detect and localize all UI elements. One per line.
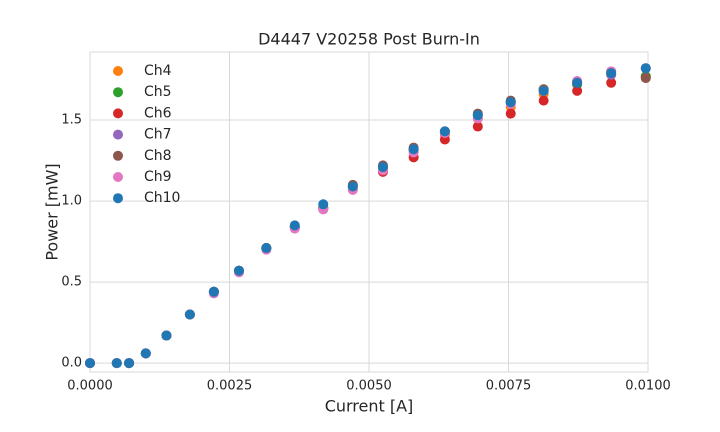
legend-label: Ch4 <box>144 63 172 79</box>
x-tick-label: 0.0000 <box>67 379 113 394</box>
x-tick-label: 0.0075 <box>486 379 532 394</box>
x-tick-label: 0.0050 <box>346 379 392 394</box>
point <box>140 348 151 359</box>
legend-marker <box>113 193 123 204</box>
legend-label: Ch5 <box>144 84 172 100</box>
x-axis-label: Current [A] <box>325 397 414 416</box>
point <box>85 358 95 369</box>
point <box>318 199 329 210</box>
legend-label: Ch10 <box>144 190 180 206</box>
point <box>572 85 583 96</box>
point <box>538 85 549 96</box>
legend-label: Ch7 <box>144 127 172 143</box>
point <box>640 63 651 74</box>
x-tick-label: 0.0025 <box>207 379 253 394</box>
legend-marker <box>113 150 123 161</box>
legend-marker <box>113 87 123 98</box>
point <box>208 286 219 297</box>
point <box>233 265 244 276</box>
y-tick-label: 0.5 <box>61 275 82 290</box>
point <box>606 77 617 88</box>
y-axis-label: Power [mW] <box>43 163 62 260</box>
point <box>505 97 516 108</box>
x-tick-label: 0.0100 <box>625 379 671 394</box>
point <box>261 243 272 254</box>
point <box>377 162 388 173</box>
legend-label: Ch8 <box>144 148 172 164</box>
legend-label: Ch6 <box>144 105 172 121</box>
chart-title: D4447 V20258 Post Burn-In <box>258 30 480 49</box>
point <box>606 68 617 79</box>
point <box>538 95 549 106</box>
point <box>347 181 358 192</box>
point <box>289 220 300 231</box>
point <box>472 110 483 121</box>
point <box>184 309 195 320</box>
legend-label: Ch9 <box>144 169 172 185</box>
point <box>439 126 450 137</box>
point <box>640 72 651 83</box>
y-tick-label: 0.0 <box>61 356 82 371</box>
legend-marker <box>113 129 123 140</box>
point <box>408 144 419 155</box>
legend-marker <box>113 172 123 182</box>
point <box>505 108 516 119</box>
legend-marker <box>113 66 123 76</box>
point <box>111 358 122 369</box>
point <box>572 77 583 88</box>
legend-marker <box>113 108 123 119</box>
point <box>124 358 135 369</box>
point <box>161 330 172 341</box>
point <box>472 121 483 132</box>
y-tick-label: 1.0 <box>61 194 82 209</box>
y-tick-label: 1.5 <box>61 113 82 128</box>
plot-frame <box>89 51 649 373</box>
